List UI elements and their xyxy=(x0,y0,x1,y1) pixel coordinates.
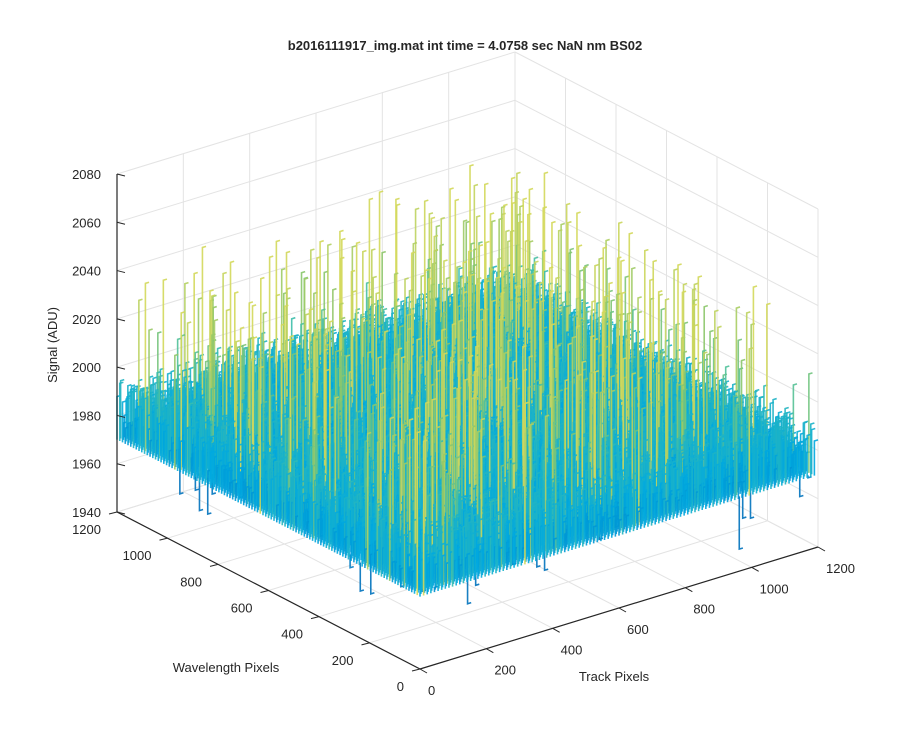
surface-plot-figure: 0200400600800100012000200400600800100012… xyxy=(0,0,900,750)
